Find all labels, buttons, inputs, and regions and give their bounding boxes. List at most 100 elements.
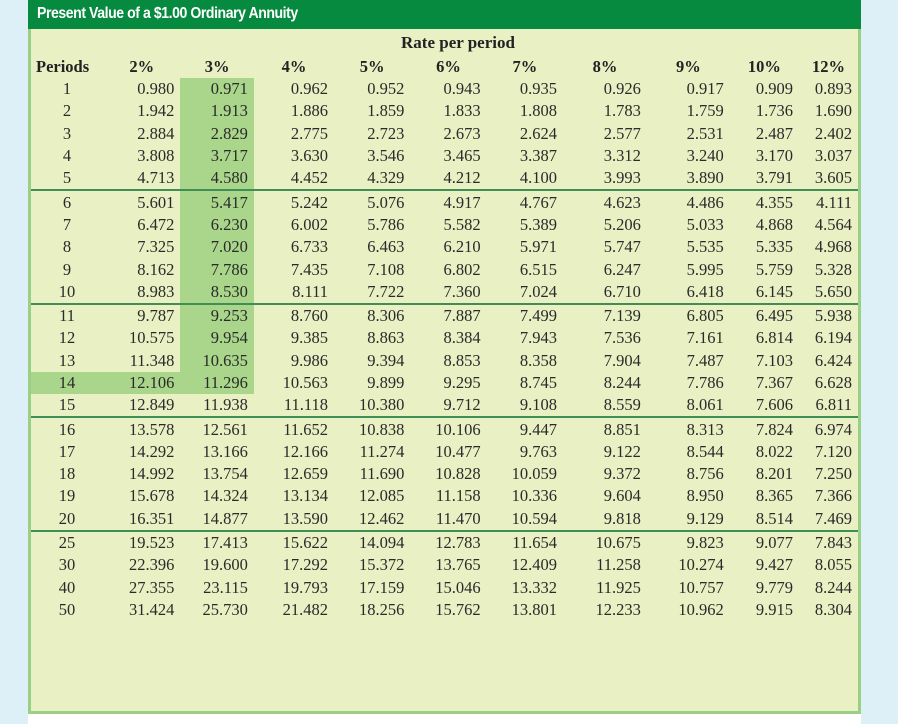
value-cell: 5.242 [290, 192, 328, 212]
value-cell: 1.736 [755, 101, 794, 121]
value-cell: 2.673 [443, 123, 481, 143]
rate-header-cell: 3% [204, 57, 230, 76]
table-row: 9 8.162 7.786 7.435 7.108 6.802 6.515 6.247 5.99… [31, 258, 858, 281]
value-cell: 8.244 [814, 577, 852, 597]
rate-header-cell: 5% [359, 57, 385, 76]
value-cell: 19.600 [202, 555, 248, 575]
value-cell: 12.085 [358, 486, 405, 506]
value-cell: 5.535 [686, 237, 724, 257]
value-cell: 7.367 [755, 373, 794, 392]
period-cell: 18 [58, 464, 76, 484]
value-cell: 2.723 [367, 123, 405, 143]
value-cell: 2.775 [290, 123, 328, 143]
table-row: 19 15.678 14.324 13.134 12.085 11.158 10.336 9.… [31, 485, 858, 507]
table-title: Present Value of a $1.00 Ordinary Annuit… [37, 5, 298, 22]
value-cell: 9.372 [603, 464, 641, 484]
period-cell: 2 [62, 101, 72, 121]
value-cell: 9.712 [410, 394, 487, 419]
value-cell: 4.917 [443, 192, 481, 212]
value-cell: 3.791 [729, 167, 800, 192]
value-cell: 12.462 [333, 507, 411, 532]
value-cell: 7.943 [519, 328, 558, 348]
value-cell: 6.472 [137, 214, 175, 234]
value-cell: 9.385 [290, 328, 328, 348]
value-cell: 8.756 [686, 464, 724, 484]
value-cell: 8.530 [180, 280, 254, 305]
value-cell: 10.336 [511, 486, 558, 506]
value-cell: 23.115 [203, 577, 248, 597]
value-cell: 10.059 [511, 464, 558, 484]
table-row: 10 8.983 8.530 8.111 7.722 7.360 7.024 6.710 6.4… [31, 280, 858, 305]
value-cell: 10.757 [678, 577, 724, 597]
value-cell: 13.578 [128, 419, 175, 439]
value-cell: 5.747 [603, 237, 641, 257]
value-cell: 8.559 [563, 394, 647, 419]
value-cell: 5.759 [755, 259, 794, 279]
value-cell: 8.022 [755, 441, 794, 461]
value-cell: 8.384 [443, 328, 481, 348]
value-cell: 10.274 [678, 555, 724, 575]
value-cell: 0.935 [519, 79, 558, 99]
value-cell: 27.355 [128, 577, 175, 597]
table-row: 7 6.472 6.230 6.002 5.786 5.582 5.389 5.206 5.03… [31, 213, 858, 237]
table-row: 11 9.787 9.253 8.760 8.306 7.887 7.499 7.139 6.8… [31, 303, 858, 328]
value-cell: 8.162 [137, 259, 175, 279]
value-cell: 7.536 [603, 328, 641, 348]
value-cell: 7.722 [333, 280, 411, 305]
period-cell: 9 [62, 259, 72, 279]
value-cell: 14.877 [180, 507, 254, 532]
value-cell: 5.076 [367, 192, 405, 212]
value-cell: 4.486 [686, 192, 724, 212]
value-cell: 17.159 [358, 577, 405, 597]
value-cell: 4.111 [816, 192, 852, 212]
value-cell: 6.463 [367, 237, 405, 257]
value-cell: 3.387 [519, 146, 558, 166]
value-cell: 11.925 [596, 577, 641, 597]
value-cell: 9.427 [755, 555, 794, 575]
value-cell: 7.325 [137, 237, 175, 257]
value-cell: 9.394 [367, 350, 405, 370]
rate-header-cell: 7% [512, 57, 538, 76]
rate-header-cell: 12% [812, 57, 846, 76]
table-row: 30 22.396 19.600 17.292 15.372 13.765 12.409 11… [31, 554, 858, 576]
value-cell: 10.962 [678, 599, 724, 619]
value-cell: 2.624 [519, 123, 558, 143]
rate-per-period-header: Rate per period [401, 33, 515, 52]
value-cell: 8.111 [253, 280, 334, 305]
period-cell: 5 [31, 167, 104, 192]
periods-header: Periods [36, 57, 90, 76]
rate-header-cell: 4% [281, 57, 307, 76]
period-cell: 8 [62, 237, 72, 257]
value-cell: 6.805 [686, 306, 724, 326]
value-cell: 6.194 [814, 328, 852, 348]
value-cell: 6.710 [563, 280, 647, 305]
value-cell: 6.247 [603, 259, 641, 279]
value-cell: 8.061 [646, 394, 730, 419]
value-cell: 10.380 [333, 394, 411, 419]
value-cell: 6.002 [290, 214, 328, 234]
value-cell: 11.654 [512, 533, 558, 553]
value-cell: 11.938 [180, 394, 254, 419]
value-cell: 6.424 [814, 350, 852, 370]
value-cell: 7.887 [443, 306, 481, 326]
value-cell: 3.605 [799, 167, 858, 192]
value-cell: 0.917 [686, 79, 724, 99]
value-cell: 11.258 [596, 555, 641, 575]
value-cell: 4.100 [486, 167, 564, 192]
value-cell: 5.995 [686, 259, 724, 279]
value-cell: 4.623 [603, 192, 641, 212]
value-cell: 10.575 [128, 328, 175, 348]
value-cell: 10.635 [180, 349, 254, 372]
value-cell: 5.582 [443, 214, 481, 234]
period-cell: 11 [59, 306, 75, 326]
value-cell: 7.020 [180, 236, 254, 259]
table-row: 2 1.942 1.913 1.886 1.859 1.833 1.808 1.783 1.75… [31, 100, 858, 123]
value-cell: 14.324 [202, 486, 248, 506]
value-cell: 2.487 [755, 123, 794, 143]
value-cell: 3.240 [686, 146, 724, 166]
value-cell: 1.833 [443, 101, 481, 121]
value-cell: 11.652 [283, 419, 328, 439]
value-cell: 13.332 [511, 577, 558, 597]
period-cell: 16 [58, 419, 76, 439]
value-cell: 15.622 [282, 533, 328, 553]
